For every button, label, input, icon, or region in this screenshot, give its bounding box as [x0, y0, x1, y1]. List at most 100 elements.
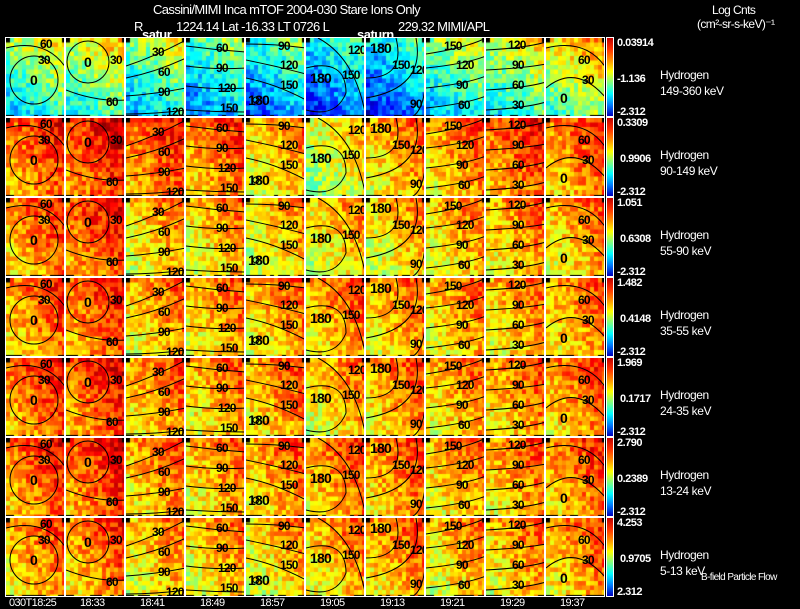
contour-label: 120: [508, 278, 526, 292]
contour-label: 120: [218, 81, 236, 95]
r-label: R: [134, 19, 143, 34]
energy-range: 90-149 keV: [660, 164, 718, 178]
contour-lines: [426, 278, 484, 349]
heatmap-panel: 60 30 0: [5, 37, 65, 117]
contour-label: 0: [30, 312, 38, 328]
contour-label: 60: [578, 293, 591, 307]
intensity-map: [66, 38, 124, 116]
intensity-map: [426, 118, 484, 196]
contour-lines: [126, 200, 184, 275]
contour-label: 0: [560, 490, 568, 506]
time-label: 030T18:25: [9, 597, 57, 609]
contour-label: 60: [512, 318, 525, 332]
heatmap-panel: 120 150 180: [305, 197, 365, 277]
contour-lines: [366, 38, 424, 116]
contour-label: 60: [458, 338, 471, 352]
contour-label: 30: [152, 365, 165, 379]
time-label: 18:57: [260, 597, 285, 609]
contour-label: 120: [456, 58, 474, 72]
contour-label: 60: [512, 478, 525, 492]
contour-label: 90: [216, 61, 229, 75]
contour-label: 120: [508, 38, 526, 52]
contour-label: 120: [166, 345, 184, 357]
heatmap-panel: 90 120 150 180: [245, 517, 305, 597]
heatmap-panel: 60 30 0: [545, 437, 605, 517]
contour-label: 90: [512, 218, 525, 232]
contour-label: 60: [216, 121, 229, 135]
contour-label: 150: [392, 218, 410, 232]
contour-label: 90: [456, 558, 469, 572]
contour-label: 180: [310, 390, 332, 406]
contour-label: 60: [578, 213, 591, 227]
contour-lines: [426, 438, 484, 509]
contour-label: 0: [30, 552, 38, 568]
contour-lines: [306, 358, 364, 433]
intensity-map: [426, 278, 484, 356]
contour-label: 90: [278, 119, 291, 133]
contour-lines: [66, 520, 124, 581]
contour-label: 120: [166, 585, 184, 597]
heatmap-panel: 60 30 0: [545, 357, 605, 437]
contour-lines: [186, 445, 244, 513]
contour-label: 60: [458, 258, 471, 272]
contour-label: 90: [158, 565, 171, 579]
contour-label: 150: [280, 158, 298, 172]
contour-label: 60: [158, 385, 171, 399]
intensity-map: [126, 278, 184, 356]
contour-label: 150: [342, 308, 360, 322]
heatmap-panel: 30 60 0: [65, 437, 125, 517]
contour-label: 180: [370, 200, 392, 216]
intensity-map: [426, 518, 484, 596]
contour-label: 120: [280, 538, 298, 552]
contour-label: 30: [582, 553, 595, 567]
contour-label: 180: [310, 550, 332, 566]
intensity-map: [546, 438, 604, 516]
contour-lines: [66, 40, 124, 101]
contour-lines: [306, 278, 364, 353]
intensity-map: [126, 198, 184, 276]
contour-lines: [426, 198, 484, 269]
heatmap-panel: 60 90 120 150: [185, 437, 245, 517]
contour-label: 90: [216, 541, 229, 555]
contour-lines: [6, 525, 64, 585]
heatmap-panel: 60 30 0: [5, 517, 65, 597]
colorbar-max-label: 1.051: [617, 197, 643, 209]
contour-label: 30: [110, 373, 123, 387]
heatmap-panel: 60 30 0: [545, 37, 605, 117]
intensity-map: [486, 278, 544, 356]
contour-label: 120: [508, 518, 526, 532]
heatmap-panel: 90 120 150 180: [245, 357, 305, 437]
contour-label: 0: [84, 134, 92, 150]
contour-label: 90: [158, 485, 171, 499]
contour-lines: [546, 45, 604, 97]
contour-label: 0: [560, 410, 568, 426]
species-label: Hydrogen 55-90 keV: [660, 227, 712, 259]
intensity-map: [66, 198, 124, 276]
contour-lines: [66, 200, 124, 261]
contour-label: 120: [348, 123, 365, 137]
l-value-readout: 229.32 MIMI/APL: [398, 19, 490, 34]
contour-label: 60: [512, 558, 525, 572]
colorbar-mid-label: 0.1717: [620, 393, 651, 405]
contour-lines: [246, 283, 304, 344]
contour-lines: [126, 280, 184, 355]
contour-label: 60: [40, 37, 53, 51]
contour-label: 120: [348, 443, 365, 457]
contour-lines: [366, 438, 424, 516]
contour-lines: [426, 38, 484, 109]
contour-label: 60: [512, 78, 525, 92]
contour-label: 180: [370, 40, 392, 56]
contour-lines: [486, 282, 544, 351]
heatmap-panel: 150 120 90 60: [425, 437, 485, 517]
colorbar-mid-label: 0.9906: [620, 153, 651, 165]
heatmap-panel: 60 30 0: [5, 117, 65, 197]
contour-label: 60: [106, 415, 119, 429]
contour-label: 0: [84, 534, 92, 550]
contour-label: 180: [310, 230, 332, 246]
intensity-map: [546, 358, 604, 436]
contour-label: 30: [582, 153, 595, 167]
contour-label: 90: [456, 158, 469, 172]
contour-label: 120: [280, 58, 298, 72]
contour-label: 90: [158, 405, 171, 419]
colorbar-max-label: 0.3309: [617, 117, 648, 129]
